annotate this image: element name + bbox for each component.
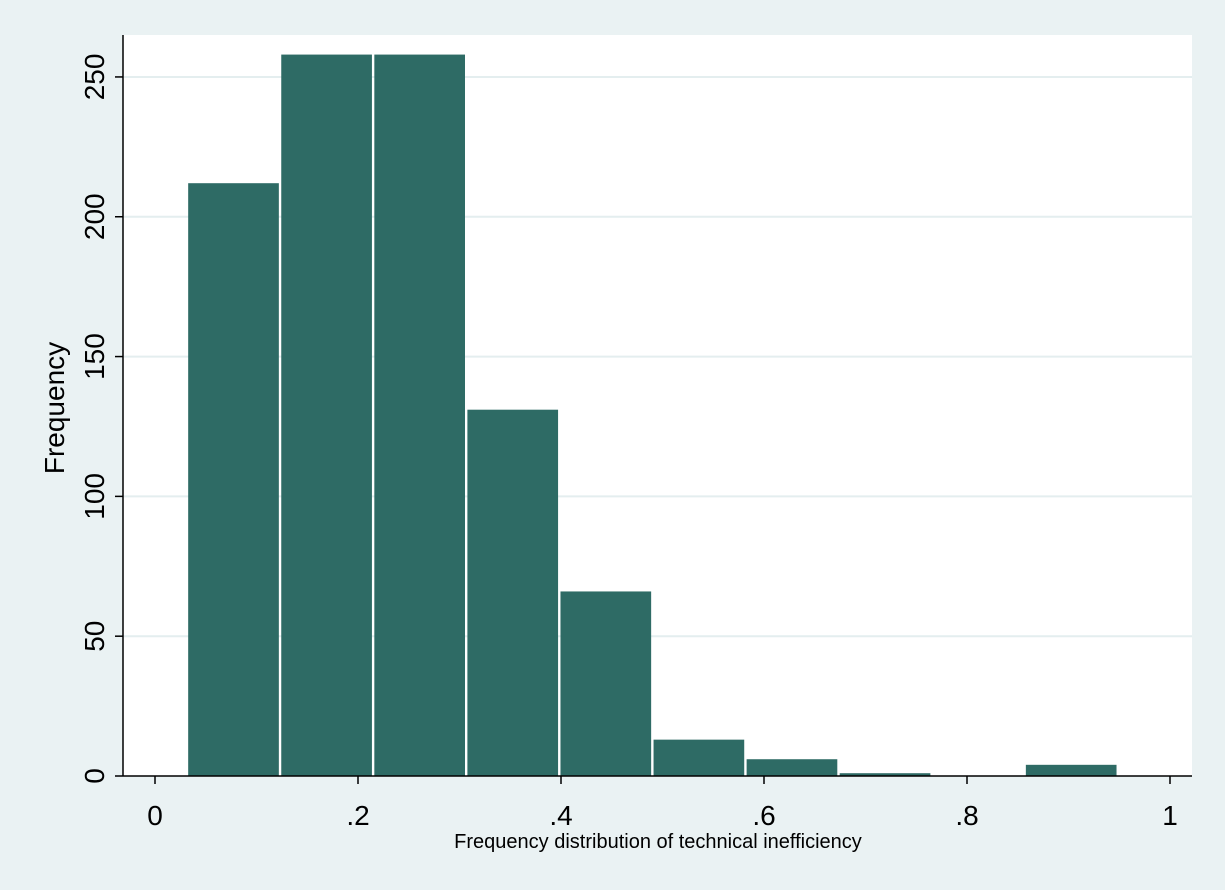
y-tick-label: 100 (79, 473, 110, 520)
histogram-bar (374, 54, 465, 776)
histogram-bar (653, 739, 745, 776)
x-tick-label: .4 (549, 800, 572, 831)
x-axis-title: Frequency distribution of technical inef… (454, 831, 862, 853)
histogram-bar (281, 54, 372, 776)
histogram-bar (746, 759, 838, 776)
x-tick-label: 0 (147, 800, 163, 831)
histogram-bar (1025, 764, 1117, 776)
y-tick-label: 150 (79, 333, 110, 380)
x-tick-label: .8 (955, 800, 978, 831)
y-tick-label: 50 (79, 621, 110, 652)
y-tick-label: 0 (79, 768, 110, 784)
histogram-bar (188, 183, 279, 776)
x-tick-label: 1 (1162, 800, 1178, 831)
y-tick-label: 250 (79, 54, 110, 101)
y-axis-title: Frequency (39, 342, 70, 474)
histogram-bar (560, 591, 652, 776)
axes (122, 35, 1192, 777)
histogram-bar (467, 409, 559, 776)
x-tick-label: .2 (346, 800, 369, 831)
x-tick-label: .6 (752, 800, 775, 831)
histogram-bars (188, 54, 1117, 776)
y-tick-label: 200 (79, 193, 110, 240)
x-axis-ticks: 0 .2 .4 .6 .8 1 (147, 776, 1178, 831)
y-axis-ticks: 0 50 100 150 200 250 (79, 54, 123, 784)
histogram-bar (839, 773, 931, 776)
